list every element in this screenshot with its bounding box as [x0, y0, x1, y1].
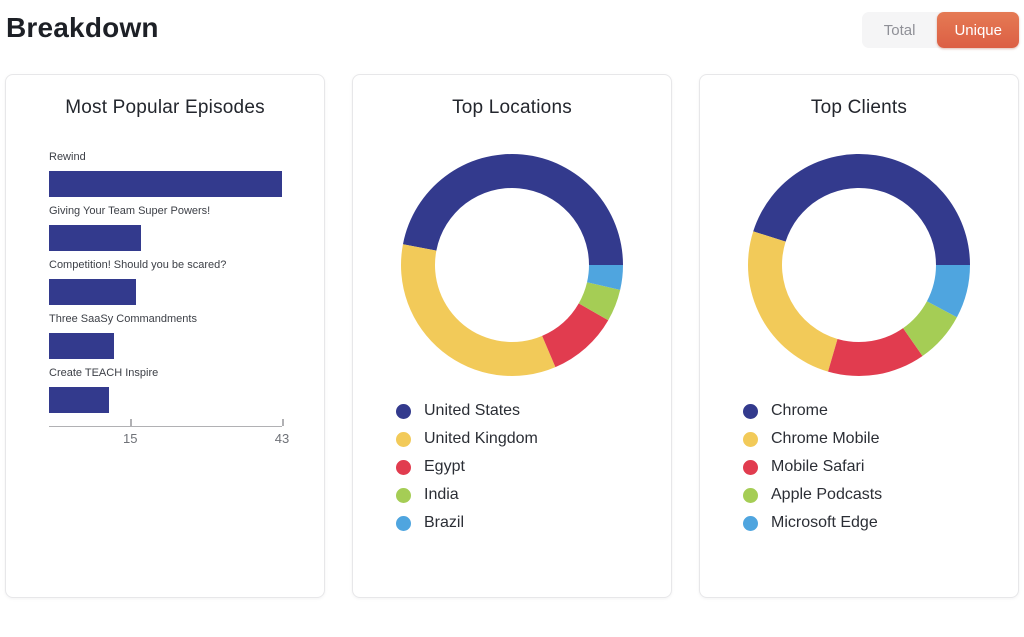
legend-dot [743, 515, 758, 531]
donut-slice-microsoft-edge [926, 265, 970, 318]
legend-dot [396, 403, 411, 419]
legend-item-india: India [396, 481, 671, 509]
donut-slice-united-states [402, 154, 623, 265]
bar-row-create-teach-inspire: Create TEACH Inspire [49, 367, 282, 413]
axis-tick [130, 418, 132, 426]
donut-slice-egypt [542, 303, 609, 368]
legend-item-chrome: Chrome [743, 397, 1018, 425]
locations-legend: United States United Kingdom Egypt India Bra… [396, 397, 671, 537]
episodes-bar-chart: Rewind Giving Your Team Super Powers! Comp… [49, 151, 289, 453]
legend-dot [743, 459, 758, 475]
legend-item-mobile-safari: Mobile Safari [743, 453, 1018, 481]
page-title: Breakdown [6, 12, 159, 43]
bar-label: Giving Your Team Super Powers! [49, 205, 211, 217]
donut-slice-india [578, 282, 621, 321]
legend-item-apple-podcasts: Apple Podcasts [743, 481, 1018, 509]
unique-button[interactable]: Unique [937, 12, 1019, 48]
legend-label: Mobile Safari [771, 458, 865, 475]
donut-slice-apple-podcasts [903, 301, 957, 357]
axis-tick-label: 15 [123, 431, 138, 446]
bar [49, 279, 136, 305]
legend-label: Chrome Mobile [771, 430, 880, 447]
legend-dot [396, 487, 411, 503]
bar-label: Competition! Should you be scared? [49, 259, 227, 271]
bar [49, 333, 115, 359]
bar-label: Rewind [49, 151, 86, 163]
legend-label: Microsoft Edge [771, 514, 878, 531]
legend-label: Chrome [771, 402, 828, 419]
donut-slice-chrome-mobile [748, 231, 838, 372]
donut-slice-mobile-safari [828, 328, 923, 376]
clients-legend: Chrome Chrome Mobile Mobile Safari Apple Po… [743, 397, 1018, 537]
legend-item-egypt: Egypt [396, 453, 671, 481]
bar-row-rewind: Rewind [49, 151, 282, 197]
donut-slice-united-kingdom [401, 244, 556, 377]
axis-tick [282, 418, 284, 426]
card-top-clients: Top Clients Chrome Chrome Mobile Mobile Sa… [699, 74, 1019, 598]
bar [49, 225, 142, 251]
legend-dot [396, 431, 411, 447]
bar-label: Create TEACH Inspire [49, 367, 159, 379]
clients-donut-chart [748, 153, 970, 376]
page-header: Breakdown Total Unique [0, 0, 1024, 74]
cards-row: Most Popular Episodes Rewind Giving Your … [0, 74, 1024, 598]
legend-label: India [424, 486, 459, 503]
x-axis: 15 43 [49, 418, 289, 453]
legend-label: United States [424, 402, 521, 419]
legend-item-chrome-mobile: Chrome Mobile [743, 425, 1018, 453]
legend-item-brazil: Brazil [396, 509, 671, 537]
legend-item-microsoft-edge: Microsoft Edge [743, 509, 1018, 537]
card-most-popular-episodes: Most Popular Episodes Rewind Giving Your … [5, 74, 325, 598]
legend-dot [743, 431, 758, 447]
total-button[interactable]: Total [862, 12, 938, 48]
episodes-card-title: Most Popular Episodes [65, 97, 265, 118]
legend-dot [396, 515, 411, 531]
bar-row-giving-your-team-super-powers: Giving Your Team Super Powers! [49, 205, 282, 251]
card-top-locations: Top Locations United States United Kingdo… [352, 74, 672, 598]
donut-slice-chrome [753, 153, 970, 265]
legend-dot [743, 403, 758, 419]
bar [49, 171, 282, 197]
bar-row-three-saasy-commandments: Three SaaSy Commandments [49, 313, 282, 359]
legend-dot [396, 459, 411, 475]
legend-label: United Kingdom [424, 430, 538, 447]
clients-card-title: Top Clients [810, 97, 908, 118]
legend-label: Egypt [424, 458, 465, 475]
locations-card-title: Top Locations [452, 97, 572, 118]
legend-label: Apple Podcasts [771, 486, 883, 503]
total-unique-toggle: Total Unique [861, 12, 1019, 48]
donut-slice-brazil [587, 265, 623, 290]
locations-donut-chart [401, 154, 623, 377]
bar [49, 387, 109, 413]
bar-label: Three SaaSy Commandments [49, 313, 197, 325]
bar-row-competition-should-you-be-scared: Competition! Should you be scared? [49, 259, 282, 305]
axis-tick-label: 43 [274, 431, 290, 446]
legend-dot [743, 487, 758, 503]
legend-item-united-states: United States [396, 397, 671, 425]
breakdown-page: Breakdown Total Unique Most Popular Epis… [0, 0, 1024, 598]
legend-item-united-kingdom: United Kingdom [396, 425, 671, 453]
legend-label: Brazil [424, 514, 465, 531]
